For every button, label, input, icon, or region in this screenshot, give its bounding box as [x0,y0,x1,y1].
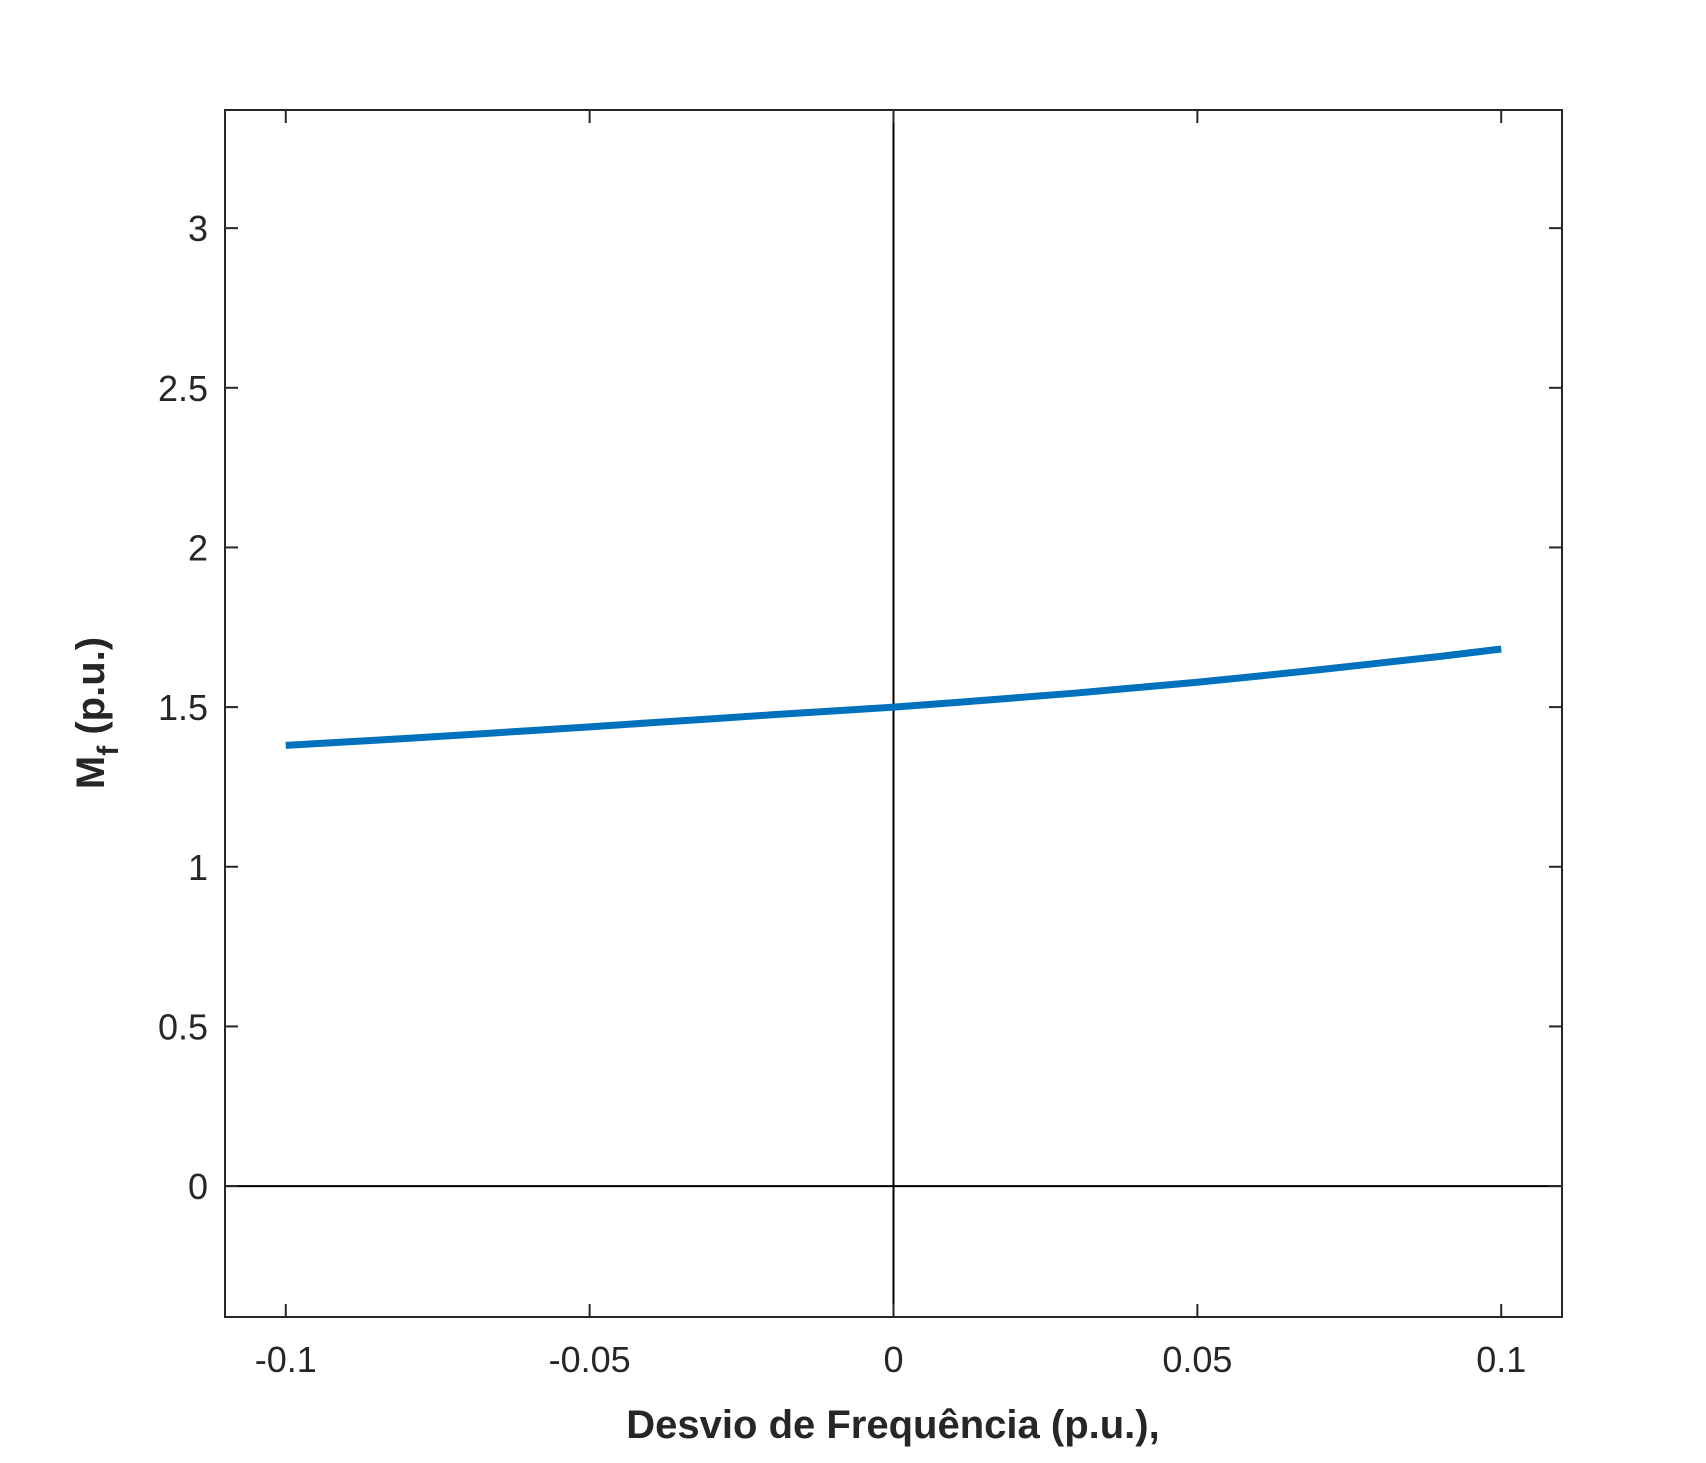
x-tick-label: 0.1 [1476,1339,1526,1380]
y-axis-label-suffix: (p.u.) [69,637,113,746]
y-axis-label-main: M [69,756,113,789]
x-tick-label: -0.1 [255,1339,317,1380]
reference-lines [225,110,1562,1317]
y-axis-label: Mf (p.u.) [69,637,125,789]
x-tick-label: 0 [883,1339,903,1380]
tick-marks [225,110,1562,1317]
y-tick-label: 0.5 [158,1006,208,1047]
y-axis-label-subscript: f [92,745,125,756]
y-tick-label: 1.5 [158,687,208,728]
x-axis-label: Desvio de Frequência (p.u.), [626,1403,1159,1447]
y-tick-label: 1 [188,847,208,888]
series-group [285,645,1502,749]
x-tick-label: -0.05 [549,1339,631,1380]
x-tick-label: 0.05 [1162,1339,1232,1380]
y-tick-label: 2 [188,527,208,568]
y-tick-label: 3 [188,208,208,249]
y-tick-label: 2.5 [158,368,208,409]
y-tick-label: 0 [188,1166,208,1207]
x-tick-labels: -0.1 -0.05 0 0.05 0.1 [255,1339,1527,1380]
y-tick-labels: 0 0.5 1 1.5 2 2.5 3 [158,208,208,1207]
plot-frame [224,109,1563,1318]
series-line-0 [285,645,1502,749]
